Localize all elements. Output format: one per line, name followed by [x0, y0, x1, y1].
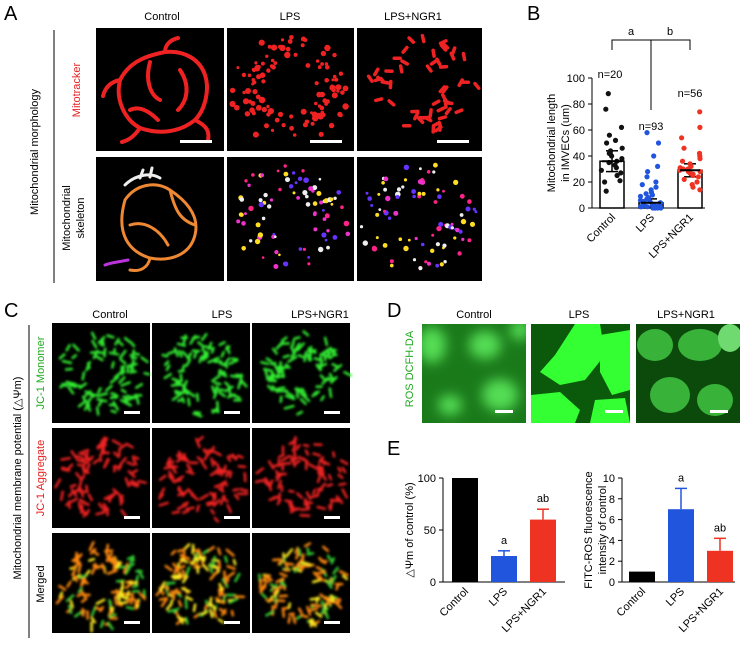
panel-letter-d: D: [387, 300, 401, 322]
y-tick-label: 2: [609, 556, 615, 568]
bar-label-1: a: [501, 535, 508, 547]
panel-c-column-lps-ngr1: LPS+NGR1: [291, 309, 349, 321]
panel-a-row2-label-2: skeleton: [75, 198, 87, 239]
panel-d-column-lps-ngr1: LPS+NGR1: [657, 309, 715, 321]
panel-a-row1-label: Mitotracker: [71, 62, 83, 117]
bar-1: [491, 556, 517, 582]
x-tick-label-0: Control: [585, 212, 619, 246]
image-c-control-aggregate: [52, 428, 150, 528]
x-tick-label-1: LPS: [487, 586, 510, 609]
panel-d-row-label: ROS DCFH-DA: [404, 330, 416, 407]
panel-c-row2-label: JC-1 Aggregate: [35, 440, 47, 516]
y-tick-label: 60: [573, 125, 585, 137]
panel-letter-c: C: [4, 300, 18, 322]
image-a-ngr1-mitotracker: [357, 28, 482, 151]
significance-bracket-b: [651, 40, 690, 50]
chart-b-ylabel-1: Mitochondrial length: [546, 94, 558, 192]
y-tick-label: 40: [573, 151, 585, 163]
image-c-control-monomer: [52, 323, 150, 423]
panel-letter-a: A: [4, 3, 18, 25]
y-tick-label: 80: [573, 99, 585, 111]
panel-letter-b: B: [527, 3, 540, 25]
panel-c-row1-label: JC-1 Monomer: [35, 336, 47, 409]
chart-e-left-ylabel: △Ψm of control (%): [404, 482, 416, 577]
scatter-points-1: [638, 130, 664, 211]
bar-label-2: ab: [714, 522, 726, 534]
scale-bar-a2: [310, 140, 342, 143]
image-c-ngr1-merged: [252, 533, 350, 633]
bar-2: [707, 551, 733, 582]
image-a-lps-skeleton: [227, 157, 354, 281]
chart-e-right-ylabel-2: intensity of control: [597, 486, 609, 575]
x-tick-label-0: Control: [615, 586, 649, 620]
bar-0: [629, 572, 655, 582]
panel-c-images: [52, 323, 351, 633]
y-tick-label: 6: [609, 515, 615, 527]
y-tick-label: 20: [573, 177, 585, 189]
x-tick-label-1: LPS: [664, 586, 687, 609]
bar-2: [530, 520, 556, 582]
panel-letter-e: E: [387, 438, 400, 460]
sample-size-0: n=20: [598, 69, 623, 81]
x-tick-label-0: Control: [438, 586, 472, 620]
bar-label-1: a: [678, 472, 685, 484]
y-tick-label: 8: [609, 494, 615, 506]
significance-label-a: a: [628, 26, 635, 38]
image-c-lps-merged: [152, 533, 250, 633]
panel-c-row3-label: Merged: [35, 565, 47, 602]
y-tick-label: 0: [430, 577, 436, 589]
chart-b-ylabel-2: in IMVECs (um): [560, 104, 572, 182]
y-tick-label: 0: [609, 577, 615, 589]
y-tick-label: 0: [579, 203, 585, 215]
x-tick-label-1: LPS: [634, 212, 657, 235]
scale-bar-a1: [180, 140, 212, 143]
panel-c-side-label: Mitochondrial membrane potential (△Ψm): [12, 377, 24, 580]
panel-d-column-lps: LPS: [569, 309, 590, 321]
significance-bracket-a: [612, 40, 651, 50]
image-c-control-merged: [52, 533, 150, 633]
panel-a-row2-label-1: Mitochondrial: [61, 185, 73, 250]
panel-a-column-lps-ngr1: LPS+NGR1: [384, 11, 442, 23]
panel-c-column-lps: LPS: [212, 309, 233, 321]
panel-a-column-control: Control: [144, 11, 179, 23]
y-tick-label: 100: [567, 73, 585, 85]
image-c-ngr1-monomer: [252, 323, 351, 423]
panel-a-column-lps: LPS: [280, 11, 301, 23]
panel-a-side-label: Mitochondrial morphology: [29, 89, 41, 215]
sample-size-2: n=56: [678, 88, 703, 100]
scale-bar-a3: [437, 140, 469, 143]
y-tick-label: 100: [418, 473, 436, 485]
image-c-lps-aggregate: [152, 428, 250, 528]
y-tick-label: 50: [424, 525, 436, 537]
image-d-control: [418, 320, 530, 423]
y-tick-label: 4: [609, 535, 615, 547]
panel-c-column-control: Control: [92, 309, 127, 321]
image-c-lps-monomer: [152, 323, 250, 423]
panel-d-column-control: Control: [456, 309, 491, 321]
y-tick-label: 10: [603, 473, 615, 485]
image-d-ngr1: [636, 324, 742, 423]
image-d-lps: [531, 324, 630, 423]
image-c-ngr1-aggregate: [252, 428, 350, 528]
bar-label-2: ab: [537, 493, 549, 505]
bar-1: [668, 509, 694, 582]
sample-size-1: n=93: [639, 121, 664, 133]
bar-0: [452, 478, 478, 582]
significance-label-b: b: [667, 26, 673, 38]
chart-e-right-ylabel-1: FITC-ROS fluorescence: [583, 471, 595, 588]
